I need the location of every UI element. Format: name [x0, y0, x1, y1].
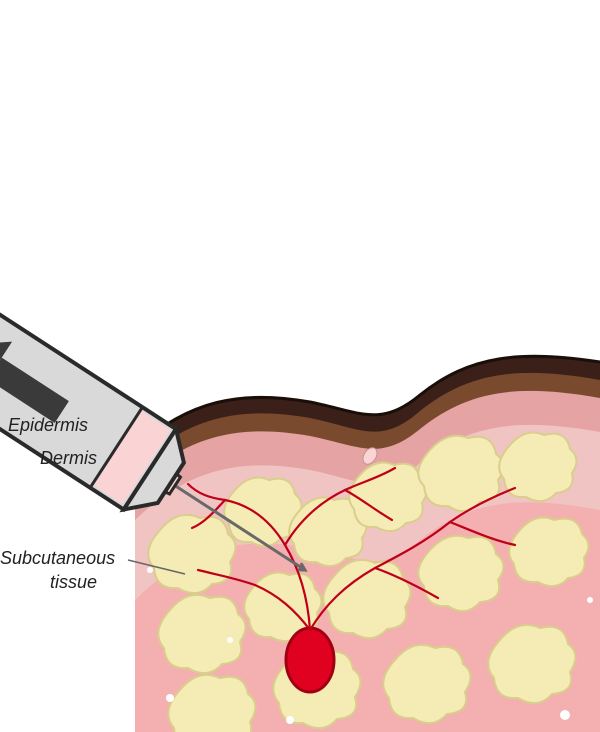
label-subcutaneous-1: Subcutaneous — [0, 548, 115, 569]
label-dermis: Dermis — [40, 448, 97, 469]
label-subcutaneous-2: tissue — [50, 572, 97, 593]
label-epidermis: Epidermis — [8, 415, 88, 436]
injection-diagram — [0, 0, 600, 732]
diagram-stage: Epidermis Dermis Subcutaneous tissue — [0, 0, 600, 732]
